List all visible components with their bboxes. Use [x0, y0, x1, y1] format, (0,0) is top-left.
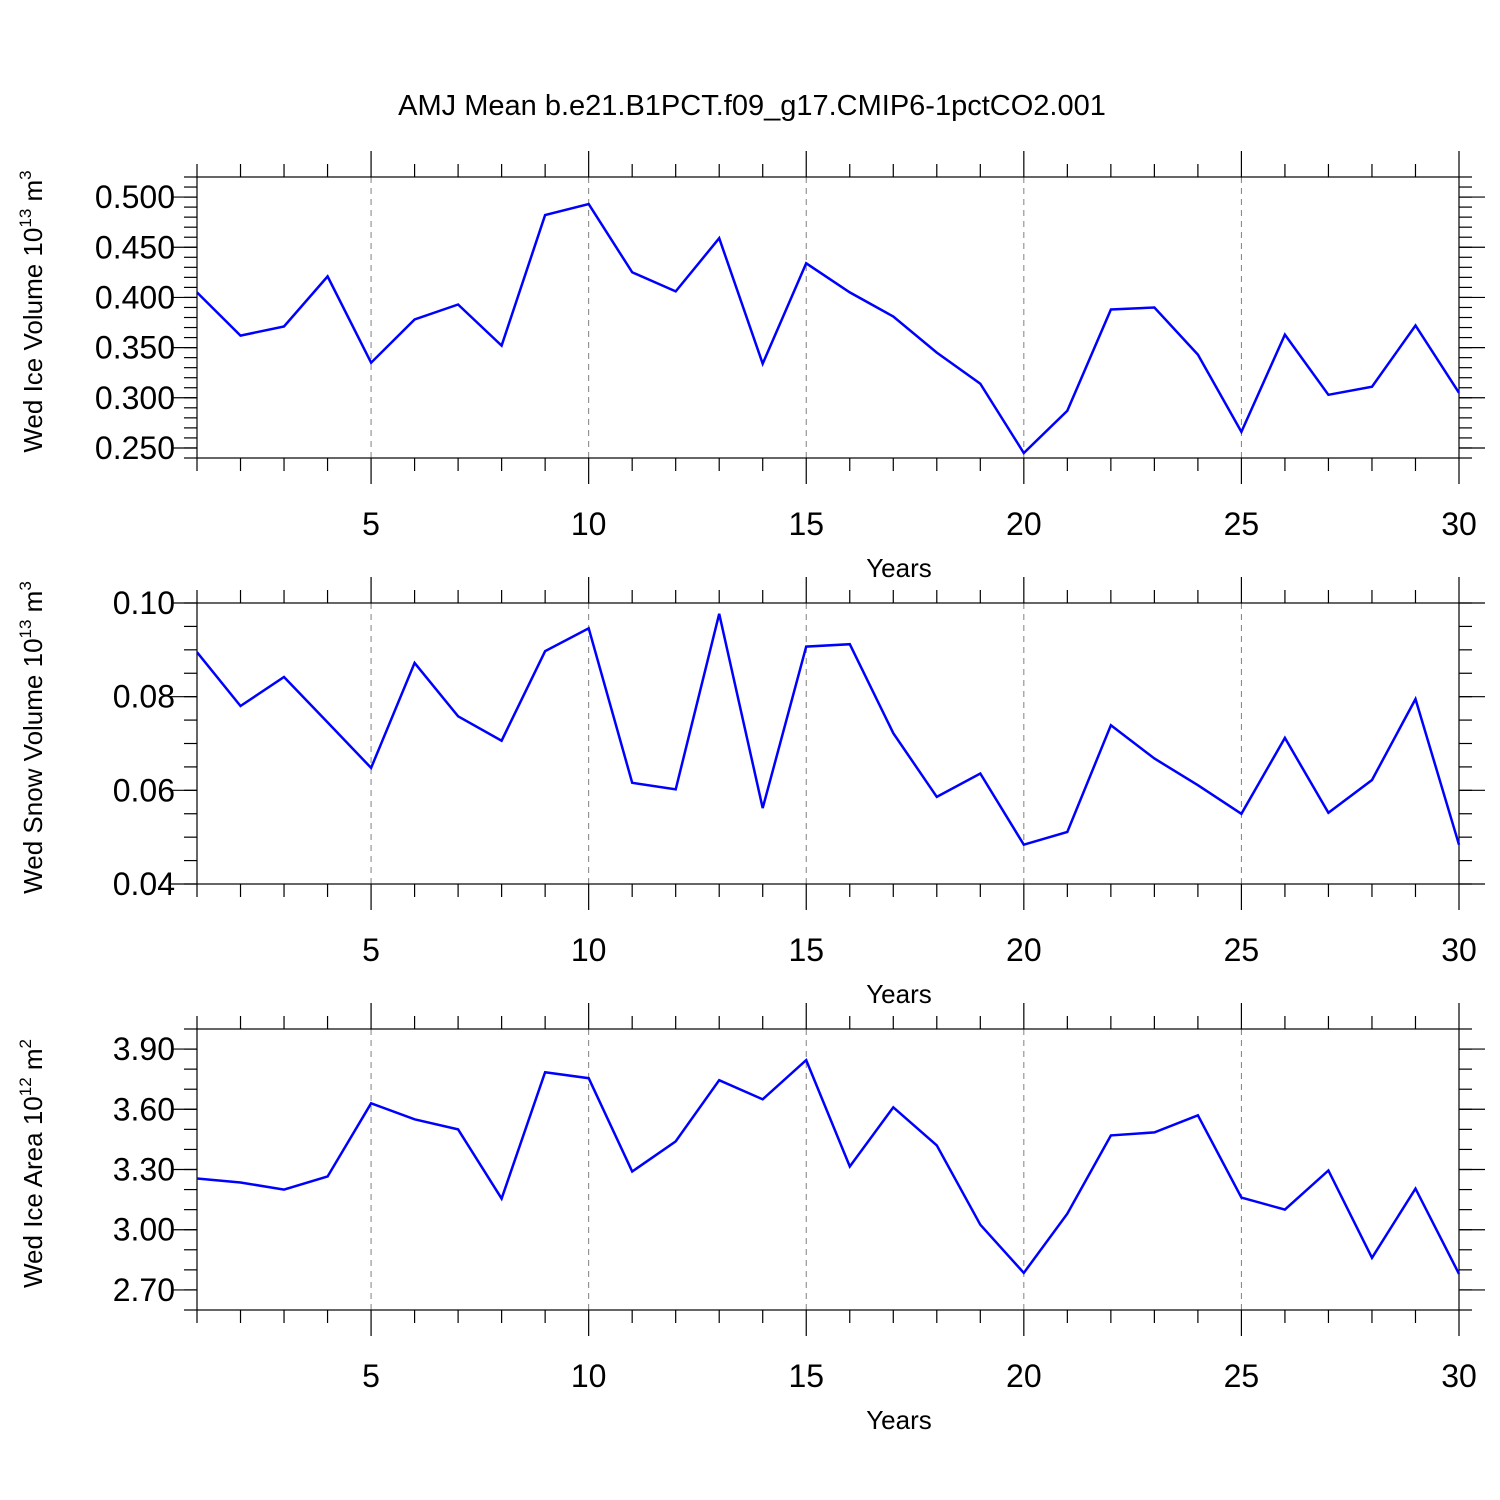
x-axis-label: Years — [866, 979, 932, 1009]
y-axis-label: Wed Snow Volume 1013 m3 — [16, 581, 48, 894]
x-tick-label: 25 — [1224, 932, 1260, 968]
series-line — [196, 1057, 1461, 1275]
y-tick-label: 0.08 — [113, 679, 175, 715]
y-tick-label: 3.00 — [113, 1212, 175, 1248]
y-axis-label-unit-exponent: 2 — [16, 1039, 35, 1048]
x-tick-label: 30 — [1441, 932, 1477, 968]
y-tick-label: 0.06 — [113, 772, 175, 808]
x-axis-label: Years — [866, 1405, 932, 1435]
y-axis-label-exponent: 13 — [16, 620, 35, 639]
panels: 5 10 15 20 25 30Years0.2500.3000.3500.4000.45… — [16, 151, 1485, 1435]
x-tick-label: 15 — [788, 506, 824, 542]
series-line — [196, 202, 1461, 455]
y-axis-label-unit-exponent: 3 — [16, 581, 35, 590]
y-axis-label-unit: m — [18, 180, 48, 209]
x-tick-label: 25 — [1224, 1358, 1260, 1394]
x-axis-label: Years — [866, 553, 932, 583]
x-tick-label: 5 — [362, 506, 380, 542]
x-tick-label: 15 — [788, 932, 824, 968]
y-axis-label-unit: m — [18, 1048, 48, 1077]
x-tick-label: 15 — [788, 1358, 824, 1394]
x-tick-label: 10 — [571, 1358, 607, 1394]
y-tick-label: 0.450 — [95, 229, 175, 265]
y-tick-label: 0.350 — [95, 330, 175, 366]
y-tick-label: 2.70 — [113, 1272, 175, 1308]
y-axis-label-exponent: 13 — [16, 209, 35, 228]
x-tick-label: 5 — [362, 932, 380, 968]
x-tick-label: 20 — [1006, 932, 1042, 968]
chart-panel-1: 5 10 15 20 25 30 Years 0.250 0.300 0.350 0.400 0.45… — [16, 151, 1485, 583]
x-tick-label: 5 — [362, 1358, 380, 1394]
y-axis-label-text: Wed Ice Area 10 — [18, 1096, 48, 1288]
series-line — [196, 613, 1461, 847]
y-axis-label-unit: m — [18, 591, 48, 620]
y-tick-label: 0.250 — [95, 430, 175, 466]
x-tick-label: 20 — [1006, 1358, 1042, 1394]
x-tick-label: 30 — [1441, 1358, 1477, 1394]
y-axis-label: Wed Ice Volume 1013 m3 — [16, 170, 48, 452]
y-axis-label-exponent: 12 — [16, 1077, 35, 1096]
x-tick-label: 25 — [1224, 506, 1260, 542]
y-tick-label: 0.400 — [95, 279, 175, 315]
chart-panel-2: 5 10 15 20 25 30 Years 0.04 0.06 0.08 0.10 Wed Snow… — [16, 577, 1485, 1009]
y-tick-label: 0.500 — [95, 179, 175, 215]
figure-title: AMJ Mean b.e21.B1PCT.f09_g17.CMIP6-1pctC… — [398, 90, 1106, 122]
y-axis-label-text: Wed Snow Volume 10 — [18, 638, 48, 893]
y-tick-label: 3.90 — [113, 1031, 175, 1067]
x-tick-label: 10 — [571, 506, 607, 542]
y-tick-label: 0.04 — [113, 866, 175, 902]
y-tick-label: 0.10 — [113, 585, 175, 621]
chart-panel-3: 5 10 15 20 25 30 Years 2.70 3.00 3.30 3.60 3.90 Wed … — [16, 1003, 1485, 1435]
y-tick-label: 0.300 — [95, 380, 175, 416]
x-tick-label: 30 — [1441, 506, 1477, 542]
y-axis-label: Wed Ice Area 1012 m2 — [16, 1039, 48, 1288]
y-axis-label-text: Wed Ice Volume 10 — [18, 228, 48, 453]
x-tick-label: 20 — [1006, 506, 1042, 542]
y-tick-label: 3.30 — [113, 1152, 175, 1188]
y-axis-label-unit-exponent: 3 — [16, 170, 35, 179]
y-tick-label: 3.60 — [113, 1091, 175, 1127]
x-tick-label: 10 — [571, 932, 607, 968]
